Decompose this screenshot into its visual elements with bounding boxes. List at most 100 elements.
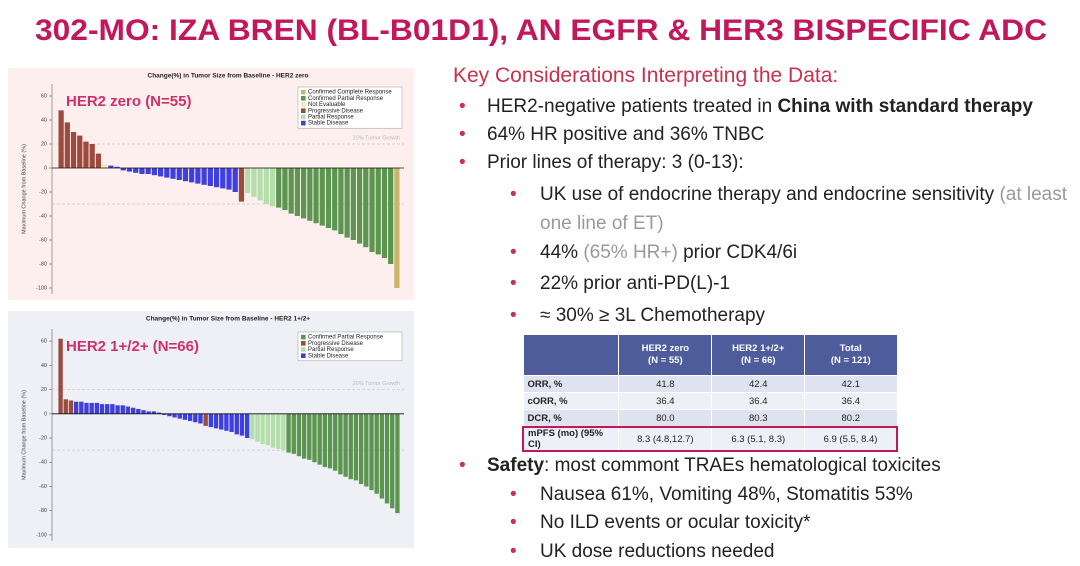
bar — [344, 168, 350, 238]
legend-label: Partial Response — [308, 347, 354, 353]
bar — [301, 168, 307, 219]
header-cell: HER2 zero (N = 55) — [618, 334, 713, 376]
bullet-marker: • — [510, 541, 517, 562]
panel-label: HER2 zero (N=55) — [66, 93, 191, 110]
legend-swatch — [301, 334, 306, 340]
text-run: ≈ 30% ≥ 3L Chemotherapy — [540, 305, 766, 326]
table-cell: 8.3 (4.8,12.7) — [618, 426, 713, 452]
legend-swatch — [301, 96, 306, 101]
text-run: UK dose reductions needed — [540, 541, 775, 562]
bar — [369, 413, 374, 491]
bar — [110, 404, 115, 414]
legend-swatch — [301, 353, 306, 358]
table-cell: DCR, % — [522, 409, 620, 428]
bar — [224, 413, 229, 431]
legend-swatch — [301, 89, 306, 95]
table-cell: mPFS (mo) (95% CI) — [522, 426, 620, 452]
legend-label: Confirmed Complete Response — [308, 90, 392, 96]
bar — [395, 413, 400, 514]
legend-label: Confirmed Partial Response — [308, 96, 384, 102]
bar — [213, 413, 219, 429]
bar — [219, 413, 224, 430]
bar — [288, 168, 294, 214]
y-tick-label: 40 — [41, 117, 47, 123]
bar — [394, 168, 400, 288]
header-line: (N = 55) — [648, 355, 683, 366]
bar — [343, 413, 348, 477]
bar — [83, 141, 89, 168]
y-tick-label: 20 — [41, 141, 47, 147]
table-cell: 36.4 — [804, 392, 898, 410]
legend-swatch — [301, 108, 306, 113]
text-run: prior CDK4/6i — [677, 242, 798, 263]
bar — [327, 413, 333, 469]
legend-label: Progressive Disease — [308, 108, 364, 114]
table-row: DCR, % 80.0 80.3 80.2 — [522, 409, 898, 428]
bar — [170, 168, 176, 179]
bar — [95, 153, 102, 168]
text-run: China with standard therapy — [777, 96, 1033, 117]
text-run: Nausea 61%, Vomiting 48%, Stomatitis 53% — [540, 484, 913, 505]
bar — [353, 413, 359, 481]
bar — [207, 168, 213, 186]
header-cell: HER2 1+/2+ (N = 66) — [711, 334, 806, 376]
bar — [381, 168, 388, 258]
table-row: mPFS (mo) (95% CI) 8.3 (4.8,12.7) 6.3 (5.1… — [522, 426, 899, 452]
bar — [89, 402, 94, 414]
bar — [338, 413, 343, 475]
y-tick-label: -80 — [39, 261, 47, 267]
bullet-marker: • — [510, 484, 517, 505]
table-cell: cORR, % — [522, 392, 620, 410]
header-line: (N = 121) — [830, 355, 871, 366]
bar — [390, 413, 395, 509]
bar — [177, 413, 182, 419]
bar — [363, 168, 369, 248]
bar — [348, 413, 353, 480]
bar — [84, 402, 89, 414]
legend-label: Not Evaluable — [308, 102, 346, 108]
table-cell: 36.4 — [711, 392, 806, 410]
text-run: HER2-negative patients treated in — [487, 96, 778, 117]
bar — [213, 168, 220, 188]
bar — [388, 168, 394, 264]
bar — [374, 413, 379, 494]
bar — [244, 413, 250, 439]
bar — [195, 168, 201, 184]
y-tick-label: -40 — [39, 460, 47, 466]
bullet-item: ≈ 30% ≥ 3L Chemotherapy — [540, 301, 1075, 330]
bar — [120, 168, 126, 171]
y-tick-label: 0 — [44, 411, 47, 417]
bar — [201, 168, 207, 185]
bar — [189, 168, 195, 183]
text-run: Safety — [487, 455, 545, 476]
table-cell: 36.4 — [618, 392, 713, 410]
legend-label: Partial Response — [308, 114, 354, 120]
bar — [229, 413, 234, 432]
bar — [77, 135, 83, 168]
bar — [70, 132, 77, 168]
bar — [332, 168, 338, 231]
y-axis-label: Maximum Change from Baseline (%) — [21, 144, 27, 234]
legend-box — [297, 331, 403, 362]
bar — [125, 406, 131, 414]
bar — [162, 413, 167, 416]
bar — [364, 413, 369, 487]
bar — [89, 144, 95, 168]
bar — [238, 168, 245, 202]
bar — [265, 413, 271, 446]
bar — [198, 413, 203, 424]
bar — [358, 413, 364, 485]
table-cell: 80.3 — [711, 409, 806, 428]
bar — [133, 168, 139, 173]
bullet-marker: • — [510, 184, 517, 205]
bullet-item: 44% (65% HR+) prior CDK4/6i — [540, 238, 1075, 267]
bar — [157, 168, 164, 177]
bullet-marker: • — [510, 242, 517, 263]
annotation: 20% Tumor Growth — [353, 135, 400, 141]
annotation: 20% Tumor Growth — [353, 381, 400, 387]
bar — [307, 168, 313, 221]
table-cell: 80.2 — [804, 409, 898, 428]
bar — [245, 168, 251, 194]
table-header: HER2 zero (N = 55) HER2 1+/2+ (N = 66) Total… — [522, 334, 898, 376]
y-tick-label: 60 — [41, 93, 47, 99]
